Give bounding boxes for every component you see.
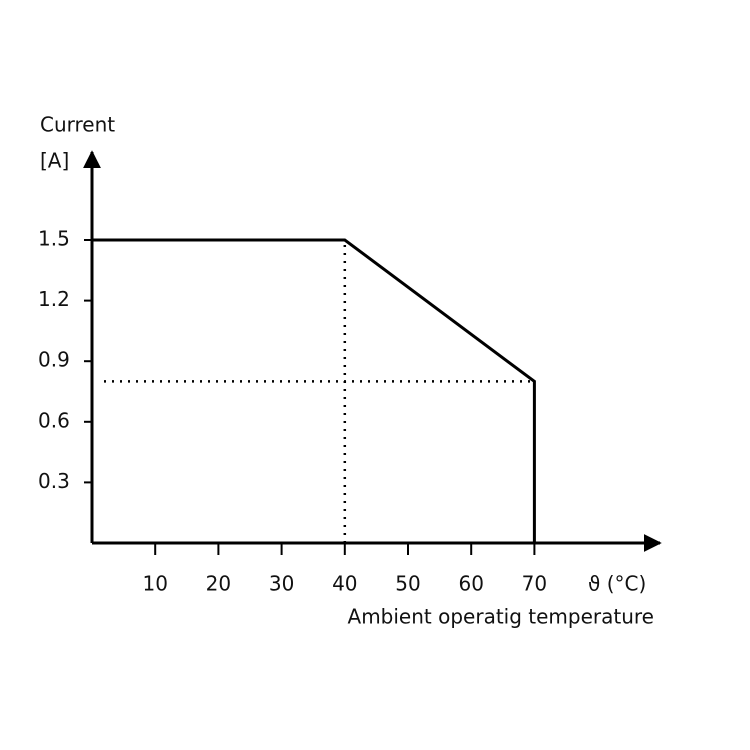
x-tick-label: 20 <box>206 572 231 596</box>
y-tick-label: 0.3 <box>38 469 70 493</box>
x-tick-label: 50 <box>395 572 420 596</box>
x-tick-label: 10 <box>142 572 167 596</box>
x-axis-unit: ϑ (°C) <box>588 572 646 596</box>
y-tick-label: 1.5 <box>38 227 70 251</box>
y-axis-label: Current <box>40 113 115 137</box>
data-line <box>92 238 536 543</box>
x-tick-label: 40 <box>332 572 357 596</box>
x-tick-label: 70 <box>522 572 547 596</box>
y-tick-label: 0.9 <box>38 348 70 372</box>
y-tick-label: 1.2 <box>38 287 70 311</box>
x-axis-label: Ambient operatig temperature <box>348 605 654 629</box>
y-tick-label: 0.6 <box>38 408 70 432</box>
x-tick-label: 60 <box>458 572 483 596</box>
x-tick-label: 30 <box>269 572 294 596</box>
y-axis-unit: [A] <box>40 149 69 173</box>
